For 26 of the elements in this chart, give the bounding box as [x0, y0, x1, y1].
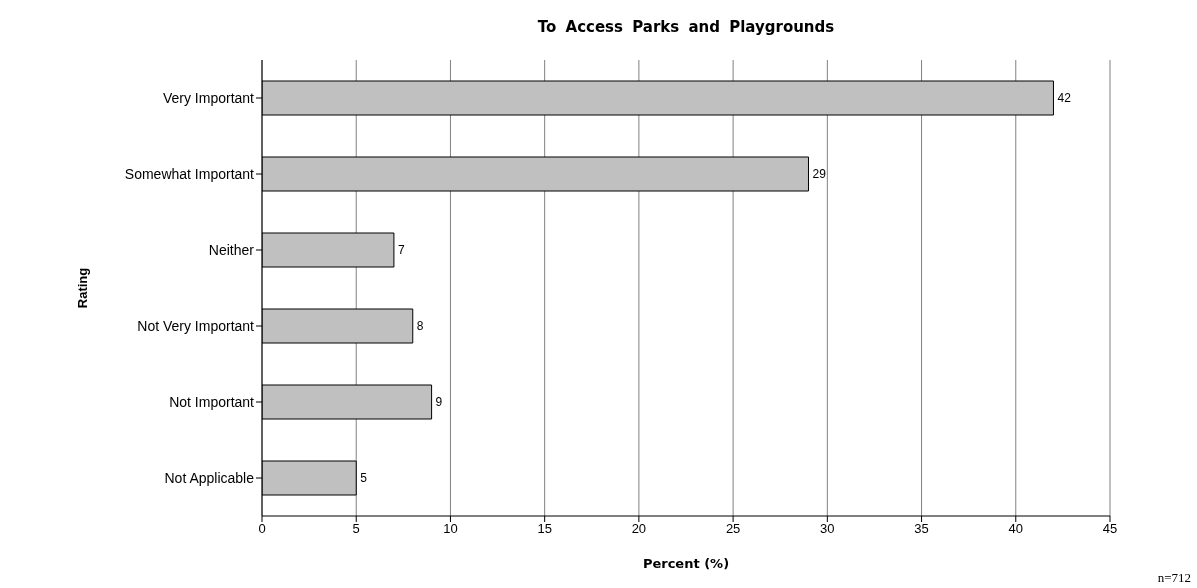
x-tick-label: 5: [352, 521, 360, 537]
data-label: 5: [360, 471, 368, 486]
data-label: 7: [397, 243, 405, 258]
x-tick-label: 30: [820, 521, 835, 537]
x-tick-label: 35: [914, 521, 929, 537]
y-axis-title: Rating: [74, 267, 90, 309]
x-tick-label: 40: [1008, 521, 1024, 537]
x-tick-label: 10: [443, 521, 458, 537]
chart-title: To Access Parks and Playgrounds: [536, 18, 836, 36]
data-label: 42: [1057, 91, 1072, 106]
y-tick-label: Not Very Important: [137, 317, 255, 334]
x-tick-label: 0: [258, 521, 266, 537]
y-tick-label: Somewhat Important: [124, 165, 255, 182]
data-label: 29: [812, 167, 827, 182]
x-tick-label: 20: [631, 521, 647, 537]
x-tick-label: 15: [537, 521, 552, 537]
data-label: 8: [416, 319, 424, 334]
text: n=712: [1157, 570, 1191, 586]
y-tick-label: Neither: [208, 241, 255, 258]
y-tick-label: Not Applicable: [164, 469, 255, 486]
x-tick-label: 25: [725, 521, 741, 537]
x-tick-label: 45: [1102, 521, 1118, 537]
x-axis-title: Percent (%): [641, 556, 731, 571]
y-tick-label: Not Important: [169, 393, 255, 410]
y-tick-label: Very Important: [162, 89, 255, 106]
data-label: 9: [435, 395, 443, 410]
